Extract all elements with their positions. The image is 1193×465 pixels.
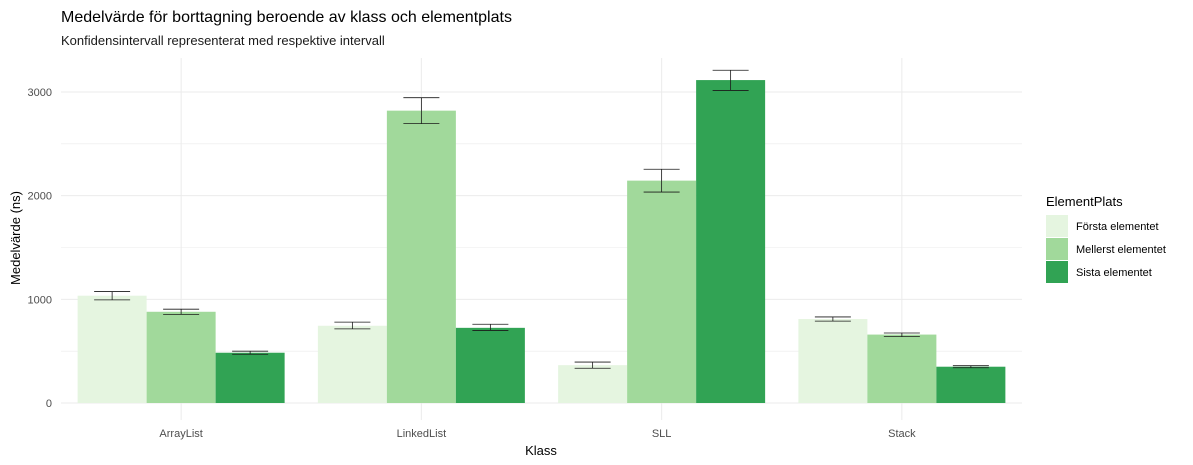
y-tick-label: 1000 bbox=[28, 294, 52, 306]
bar bbox=[77, 295, 147, 403]
y-tick-label: 3000 bbox=[28, 87, 52, 99]
y-tick-label: 2000 bbox=[28, 191, 52, 203]
bar bbox=[386, 110, 456, 403]
x-tick-labels: ArrayList LinkedList SLL Stack bbox=[159, 428, 916, 440]
bar bbox=[317, 325, 387, 403]
bar bbox=[455, 327, 525, 403]
error-bars bbox=[94, 69, 989, 369]
bar bbox=[627, 180, 697, 403]
bar bbox=[558, 365, 628, 403]
legend-label: Första elementet bbox=[1076, 221, 1159, 233]
x-tick-label: ArrayList bbox=[159, 428, 202, 440]
bar bbox=[215, 352, 285, 403]
y-tick-labels: 0 1000 2000 3000 bbox=[28, 87, 52, 410]
legend-label: Sista elementet bbox=[1076, 267, 1152, 279]
legend-title: ElementPlats bbox=[1046, 194, 1123, 209]
legend-key bbox=[1046, 238, 1068, 260]
bar bbox=[867, 334, 937, 403]
bar bbox=[798, 319, 868, 403]
legend: Första elementet Mellerst elementet Sista … bbox=[1046, 215, 1166, 283]
legend-key bbox=[1046, 261, 1068, 283]
bar bbox=[146, 311, 216, 403]
x-tick-label: SLL bbox=[652, 428, 672, 440]
gridlines bbox=[61, 58, 1022, 420]
y-axis-title: Medelvärde (ns) bbox=[8, 191, 23, 285]
x-tick-label: Stack bbox=[888, 428, 916, 440]
y-tick-label: 0 bbox=[46, 398, 52, 410]
chart-title: Medelvärde för borttagning beroende av k… bbox=[61, 9, 512, 26]
legend-label: Mellerst elementet bbox=[1076, 244, 1166, 256]
bar bbox=[696, 80, 766, 403]
bars bbox=[77, 80, 1006, 403]
chart-subtitle: Konfidensintervall representerat med res… bbox=[61, 33, 385, 48]
x-tick-label: LinkedList bbox=[397, 428, 447, 440]
bar bbox=[936, 366, 1006, 403]
x-axis-title: Klass bbox=[525, 443, 557, 458]
legend-key bbox=[1046, 215, 1068, 237]
